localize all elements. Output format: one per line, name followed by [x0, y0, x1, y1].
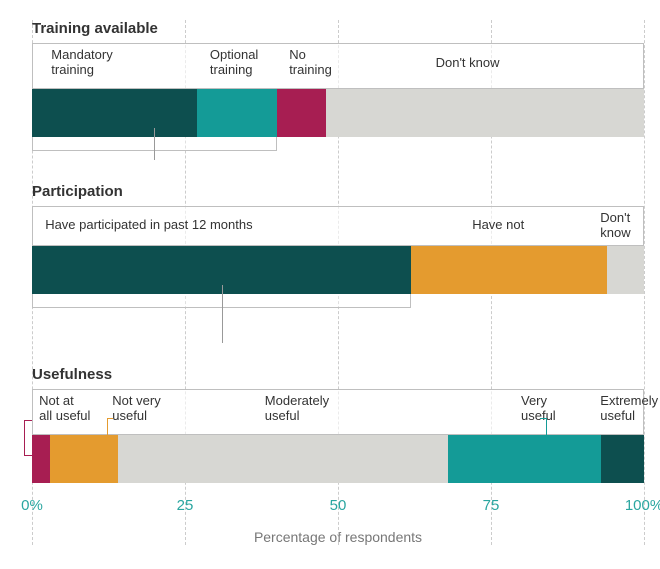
leader-line [24, 420, 32, 456]
bar-segment [197, 89, 277, 137]
bar-segment [607, 246, 644, 294]
tick-label: 75 [483, 497, 500, 514]
label-row: Have participated in past 12 months Have… [32, 206, 644, 246]
x-axis-ticks: 0% 25 50 75 100% [32, 491, 644, 525]
bar-segment [601, 435, 644, 483]
connector-line [154, 128, 155, 160]
section-title: Usefulness [32, 366, 644, 383]
bar-segment [118, 435, 448, 483]
bar-segment [326, 89, 644, 137]
leader-tick [540, 418, 546, 419]
tick-label: 100% [625, 497, 660, 514]
connector-line [222, 285, 223, 343]
leader-tick [107, 418, 108, 436]
seg-label: Moderatelyuseful [265, 394, 329, 424]
x-axis-label: Percentage of respondents [32, 529, 644, 545]
leader-tick [107, 418, 113, 419]
tick-label: 0% [21, 497, 43, 514]
section-usefulness: Usefulness Not atall useful Not veryusef… [32, 366, 644, 483]
section-training: Training available Mandatorytraining Opt… [32, 20, 644, 151]
stacked-bar-chart: Training available Mandatorytraining Opt… [32, 20, 644, 545]
stacked-bar [32, 89, 644, 137]
seg-label: Veryuseful [521, 394, 556, 424]
gridline [644, 20, 645, 545]
seg-label: Not atall useful [39, 394, 90, 424]
tick-label: 25 [177, 497, 194, 514]
bar-segment [32, 89, 197, 137]
seg-label: Have not [472, 218, 524, 233]
seg-label: Not veryuseful [112, 394, 160, 424]
section-title: Participation [32, 183, 644, 200]
bar-segment [277, 89, 326, 137]
bar-segment [50, 435, 117, 483]
seg-label: Don'tknow [600, 211, 630, 241]
stacked-bar [32, 435, 644, 483]
section-participation: Participation Have participated in past … [32, 183, 644, 308]
leader-tick [546, 418, 547, 436]
seg-label: Have participated in past 12 months [45, 218, 252, 233]
tick-label: 50 [330, 497, 347, 514]
seg-label: Don't know [436, 56, 500, 71]
seg-label: Notraining [289, 48, 332, 78]
seg-label: Optionaltraining [210, 48, 258, 78]
label-row: Mandatorytraining Optionaltraining Notra… [32, 43, 644, 89]
bar-segment [448, 435, 601, 483]
label-row: Not atall useful Not veryuseful Moderate… [32, 389, 644, 435]
bar-segment [411, 246, 607, 294]
stacked-bar [32, 246, 644, 294]
section-title: Training available [32, 20, 644, 37]
seg-label: Mandatorytraining [51, 48, 112, 78]
seg-label: Extremelyuseful [600, 394, 658, 424]
bar-segment [32, 435, 50, 483]
